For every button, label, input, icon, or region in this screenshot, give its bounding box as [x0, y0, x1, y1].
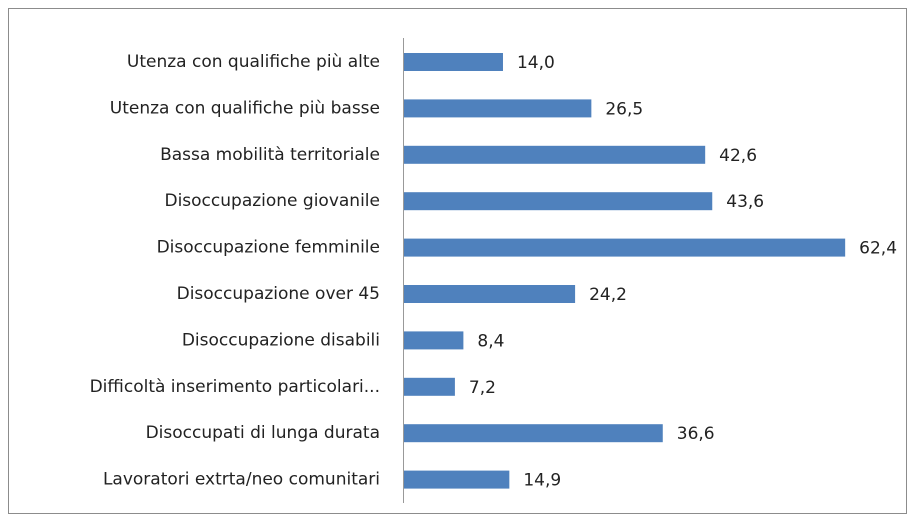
bar — [404, 331, 464, 350]
category-label: Disoccupazione femminile — [157, 238, 380, 258]
value-label: 36,6 — [677, 424, 715, 444]
value-label: 14,0 — [517, 53, 555, 73]
category-label: Utenza con qualifiche più alte — [127, 52, 380, 72]
category-label: Difficoltà inserimento particolari... — [90, 377, 380, 397]
value-label: 7,2 — [469, 378, 496, 398]
bar — [404, 192, 713, 211]
bar — [404, 377, 455, 396]
value-label: 24,2 — [589, 285, 627, 305]
bar — [404, 53, 503, 71]
category-label: Disoccupazione over 45 — [177, 284, 380, 304]
bar — [404, 285, 576, 303]
bar — [404, 238, 846, 257]
bar — [404, 99, 592, 118]
value-label: 43,6 — [726, 192, 764, 212]
category-label: Disoccupazione disabili — [182, 330, 380, 350]
category-label: Lavoratori extrta/neo comunitari — [103, 470, 380, 490]
value-label: 62,4 — [859, 239, 897, 259]
value-label: 26,5 — [605, 99, 643, 119]
category-label: Disoccupati di lunga durata — [146, 423, 380, 443]
bar — [404, 424, 663, 443]
category-label: Disoccupazione giovanile — [164, 191, 380, 211]
value-label: 14,9 — [523, 471, 561, 491]
category-label: Utenza con qualifiche più basse — [110, 98, 380, 118]
value-label: 8,4 — [477, 331, 504, 351]
bar — [404, 145, 706, 164]
bar — [404, 470, 510, 489]
value-label: 42,6 — [719, 146, 757, 166]
category-label: Bassa mobilità territoriale — [160, 145, 380, 165]
